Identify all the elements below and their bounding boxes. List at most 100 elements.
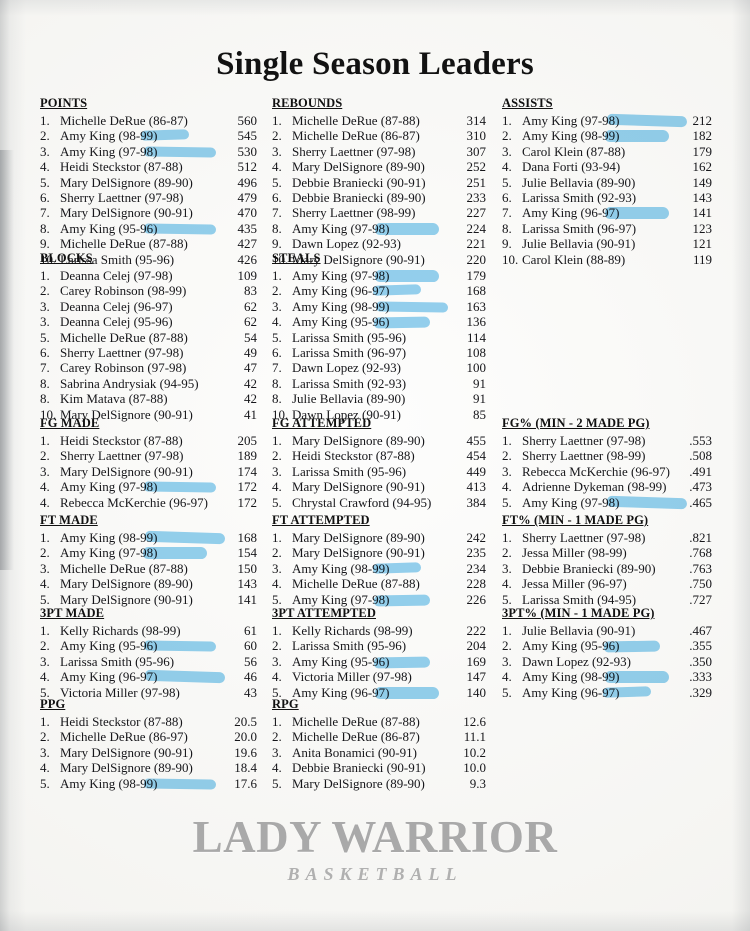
entry-value: 435: [237, 220, 258, 236]
leader-entry: 4. Amy King (96-97) 46: [40, 669, 265, 684]
entry-value: 168: [466, 283, 487, 299]
entry-rank: 5.: [272, 684, 282, 700]
leaders-list: 1. Heidi Steckstor (87-88) 205 2. Sherry Lae…: [40, 433, 265, 510]
entry-value: 224: [466, 220, 487, 236]
entry-value: 454: [466, 448, 487, 464]
entry-rank: 5.: [502, 684, 512, 700]
stats-row: FG MADE 1. Heidi Steckstor (87-88) 205 2. Sh…: [0, 416, 750, 513]
entry-rank: 4.: [40, 760, 50, 776]
entry-rank: 4.: [40, 669, 50, 685]
entry-value: 174: [237, 463, 258, 479]
entry-value: 141: [692, 205, 713, 221]
entry-player-name: Debbie Braniecki (89-90): [522, 560, 656, 576]
entry-rank: 10.: [502, 251, 519, 267]
entry-player-name: Amy King (97-98): [522, 113, 620, 128]
stat-section-ft-attempted: FT ATTEMPTED 1. Mary DelSignore (89-90) 24…: [272, 513, 500, 607]
entry-player-name: Amy King (96-97): [292, 684, 390, 700]
page-title: Single Season Leaders: [216, 46, 534, 82]
entry-player-name: Larissa Smith (95-96): [292, 329, 407, 345]
entry-value: .727: [689, 591, 712, 607]
entry-value: 62: [244, 314, 257, 330]
entry-value: 168: [237, 530, 258, 545]
section-heading: FT ATTEMPTED: [272, 513, 370, 527]
entry-value: 384: [466, 494, 487, 510]
entry-rank: 1.: [502, 623, 512, 638]
entry-value: 235: [466, 545, 487, 561]
stats-row: PPG 1. Heidi Steckstor (87-88) 20.5 2. Miche…: [0, 697, 750, 792]
leader-entry: 1. Kelly Richards (98-99) 222: [272, 623, 500, 638]
entry-rank: 3.: [40, 463, 50, 479]
entry-value: 150: [237, 560, 258, 576]
entry-player-name: Mary DelSignore (89-90): [292, 159, 425, 175]
section-heading: FT% (MIN - 1 MADE PG): [502, 513, 649, 527]
entry-value: 109: [237, 268, 258, 283]
section-heading: FG ATTEMPTED: [272, 416, 372, 430]
entry-value: .467: [689, 623, 712, 638]
leaders-list: 1. Kelly Richards (98-99) 61 2. Amy King (95…: [40, 623, 265, 700]
entry-value: .491: [689, 463, 712, 479]
entry-value: .355: [689, 638, 712, 654]
entry-value: 512: [237, 159, 258, 175]
entry-value: 242: [466, 530, 487, 545]
entry-value: 222: [466, 623, 487, 638]
entry-rank: 2.: [40, 729, 50, 745]
entry-value: 123: [692, 220, 713, 236]
leader-entry: 3. Debbie Braniecki (89-90) .763: [502, 561, 734, 576]
entry-rank: 3.: [40, 143, 50, 159]
entry-player-name: Larissa Smith (92-93): [522, 189, 637, 205]
entry-rank: 5.: [272, 329, 282, 345]
entry-rank: 1.: [40, 530, 50, 545]
entry-rank: 3.: [272, 560, 282, 576]
entry-value: 221: [466, 236, 487, 252]
leader-entry: 1. Sherry Laettner (97-98) .821: [502, 530, 734, 545]
leader-entry: 6. Larissa Smith (92-93) 143: [502, 190, 734, 205]
leader-entry: 10. Mary DelSignore (90-91) 41: [40, 407, 265, 422]
entry-player-name: Amy King (98-99): [522, 669, 620, 685]
entry-value: 147: [466, 669, 487, 685]
entry-rank: 1.: [40, 268, 50, 283]
entry-rank: 7.: [272, 360, 282, 376]
entry-player-name: Amy King (96-97): [60, 669, 158, 685]
entry-rank: 1.: [272, 623, 282, 638]
entry-value: 560: [237, 113, 258, 128]
leader-entry: 2. Jessa Miller (98-99) .768: [502, 545, 734, 560]
entry-rank: 6.: [272, 344, 282, 360]
leader-entry: 3. Deanna Celej (95-96) 62: [40, 314, 265, 329]
leader-entry: 8. Amy King (95-96) 435: [40, 221, 265, 236]
entry-player-name: Mary DelSignore (90-91): [292, 479, 425, 495]
entry-value: 143: [237, 576, 258, 592]
leader-entry: 1. Michelle DeRue (87-88) 12.6: [272, 714, 500, 729]
entry-rank: 8.: [40, 220, 50, 236]
entry-value: 17.6: [234, 775, 257, 791]
leaders-list: 1. Deanna Celej (97-98) 109 2. Carey Robinso…: [40, 268, 265, 422]
stats-row: BLOCKS 1. Deanna Celej (97-98) 109 2. Carey …: [0, 251, 750, 422]
entry-value: 455: [466, 433, 487, 448]
section-heading: 3PT% (MIN - 1 MADE PG): [502, 606, 655, 620]
entry-player-name: Dawn Lopez (92-93): [292, 236, 402, 252]
leaders-list: 1. Kelly Richards (98-99) 222 2. Larissa Smi…: [272, 623, 500, 700]
entry-player-name: Heidi Steckstor (87-88): [60, 159, 183, 175]
entry-rank: 2.: [502, 128, 512, 144]
stat-section-3pt-attempted: 3PT ATTEMPTED 1. Kelly Richards (98-99) 22…: [272, 606, 500, 700]
entry-player-name: Amy King (97-98): [60, 479, 158, 495]
entry-player-name: Amy King (98-99): [60, 530, 158, 545]
entry-player-name: Mary DelSignore (89-90): [292, 433, 425, 448]
entry-rank: 1.: [40, 433, 50, 448]
entry-rank: 1.: [502, 113, 512, 128]
entry-rank: 8.: [40, 375, 50, 391]
entry-rank: 2.: [272, 448, 282, 464]
entry-rank: 7.: [502, 205, 512, 221]
entry-rank: 5.: [272, 494, 282, 510]
leader-entry: 8. Larissa Smith (96-97) 123: [502, 221, 734, 236]
entry-player-name: Michelle DeRue (87-88): [60, 236, 188, 252]
section-heading: 3PT ATTEMPTED: [272, 606, 376, 620]
leader-entry: 3. Amy King (98-99) 163: [272, 299, 500, 314]
section-heading: REBOUNDS: [272, 96, 343, 110]
entry-rank: 4.: [272, 159, 282, 175]
entry-value: .750: [689, 576, 712, 592]
entry-player-name: Dawn Lopez (92-93): [292, 360, 402, 376]
entry-player-name: Amy King (95-96): [292, 653, 390, 669]
leader-entry: 3. Larissa Smith (95-96) 449: [272, 464, 500, 479]
leader-entry: 3. Amy King (97-98) 530: [40, 144, 265, 159]
leader-entry: 9. Julie Bellavia (90-91) 121: [502, 236, 734, 251]
